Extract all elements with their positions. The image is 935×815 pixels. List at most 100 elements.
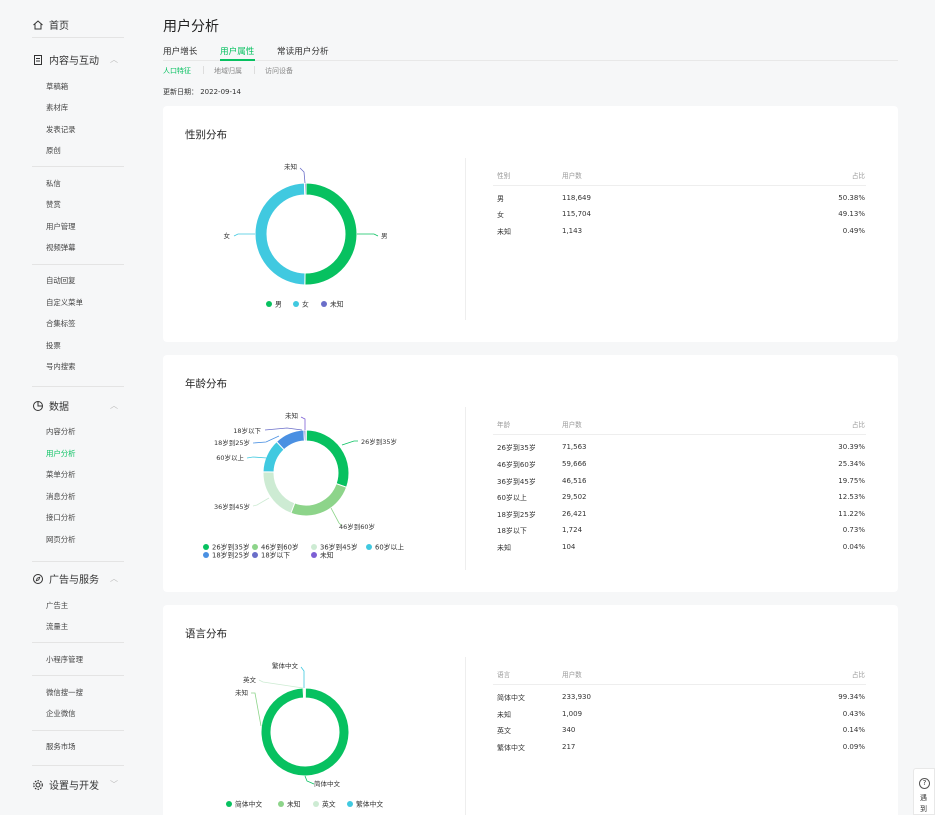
table-cell: 1,009 bbox=[562, 710, 583, 718]
active-tab-indicator bbox=[220, 59, 255, 61]
table-cell: 女 bbox=[497, 211, 504, 219]
nav-home[interactable]: 首页 bbox=[32, 17, 69, 32]
legend-label[interactable]: 女 bbox=[302, 300, 309, 309]
content-item[interactable]: 私信 bbox=[46, 179, 61, 188]
data-item[interactable]: 菜单分析 bbox=[46, 470, 76, 479]
card-title: 性别分布 bbox=[185, 129, 227, 141]
nav-settings-group[interactable]: 设置与开发 ﹀ bbox=[32, 777, 118, 792]
label-leader-line bbox=[246, 456, 268, 459]
legend-label[interactable]: 男 bbox=[275, 301, 282, 309]
divider bbox=[465, 158, 466, 320]
legend-marker bbox=[321, 301, 327, 307]
content-item[interactable]: 自动回复 bbox=[46, 276, 76, 285]
donut-slice[interactable] bbox=[303, 182, 307, 196]
table-cell: 46岁到60岁 bbox=[497, 461, 536, 469]
subtab-region[interactable]: 地域归属 bbox=[214, 67, 242, 75]
content-item[interactable]: 赞赏 bbox=[46, 200, 61, 209]
donut-slice[interactable] bbox=[304, 182, 358, 286]
legend-label[interactable]: 36岁到45岁 bbox=[320, 543, 358, 552]
table-header: 年龄 bbox=[497, 421, 511, 429]
legend-label[interactable]: 英文 bbox=[322, 800, 336, 809]
content-item[interactable]: 素材库 bbox=[46, 103, 69, 112]
legend-label[interactable]: 繁体中文 bbox=[356, 800, 383, 809]
content-item[interactable]: 号内搜索 bbox=[46, 362, 76, 371]
donut-slice[interactable] bbox=[275, 429, 305, 451]
legend-label[interactable]: 未知 bbox=[320, 551, 334, 560]
help-widget[interactable]: ? 遇到 bbox=[913, 768, 935, 815]
nav-ads-group[interactable]: 广告与服务 ︿ bbox=[32, 571, 118, 586]
nav-content-group[interactable]: 内容与互动 ︿ bbox=[32, 52, 118, 67]
slice-label: 18岁到25岁 bbox=[214, 438, 250, 447]
content-item[interactable]: 用户管理 bbox=[46, 222, 76, 231]
table-cell: 49.13% bbox=[838, 210, 865, 218]
label-leader-line bbox=[264, 427, 303, 431]
donut-slice[interactable] bbox=[305, 429, 350, 488]
table-cell: 50.38% bbox=[838, 194, 865, 202]
tab-user-growth[interactable]: 用户增长 bbox=[163, 47, 198, 57]
content-item[interactable]: 草稿箱 bbox=[46, 82, 69, 91]
table-cell: 217 bbox=[562, 743, 576, 751]
table-cell: 11.22% bbox=[838, 510, 865, 518]
data-item[interactable]: 内容分析 bbox=[46, 427, 76, 436]
ads-item[interactable]: 微信搜一搜 bbox=[46, 688, 83, 697]
ads-item[interactable]: 广告主 bbox=[46, 601, 69, 610]
tab-user-attributes[interactable]: 用户属性 bbox=[220, 47, 255, 57]
legend-label[interactable]: 26岁到35岁 bbox=[212, 543, 250, 552]
donut-slice[interactable] bbox=[304, 687, 306, 699]
table-header: 用户数 bbox=[562, 671, 582, 679]
slice-label: 18岁以下 bbox=[233, 426, 261, 435]
donut-slice[interactable] bbox=[290, 482, 348, 517]
legend-label[interactable]: 46岁到60岁 bbox=[261, 543, 299, 552]
legend-label[interactable]: 未知 bbox=[330, 300, 344, 309]
subtab-demographics[interactable]: 人口特征 bbox=[163, 67, 191, 75]
donut-slice[interactable] bbox=[254, 182, 306, 286]
legend-marker bbox=[311, 544, 317, 550]
legend-marker bbox=[203, 552, 209, 558]
table-cell: 19.75% bbox=[838, 477, 865, 485]
donut-slice[interactable] bbox=[305, 429, 307, 442]
table-cell: 英文 bbox=[497, 727, 511, 735]
donut-slice[interactable] bbox=[260, 687, 350, 777]
content-item[interactable]: 发表记录 bbox=[46, 125, 76, 134]
divider bbox=[32, 386, 124, 387]
data-item[interactable]: 接口分析 bbox=[46, 513, 76, 522]
subtab-device[interactable]: 访问设备 bbox=[265, 67, 293, 75]
ads-item[interactable]: 企业微信 bbox=[46, 709, 76, 718]
legend-label[interactable]: 60岁以上 bbox=[375, 543, 404, 552]
data-item[interactable]: 网页分析 bbox=[46, 535, 76, 544]
content-item[interactable]: 投票 bbox=[46, 341, 61, 350]
label-leader-line bbox=[252, 497, 270, 507]
ads-item[interactable]: 服务市场 bbox=[46, 742, 76, 751]
slice-label: 繁体中文 bbox=[272, 661, 299, 670]
divider bbox=[465, 657, 466, 815]
divider bbox=[32, 730, 124, 731]
content-item[interactable]: 视频弹幕 bbox=[46, 243, 76, 252]
content-item[interactable]: 原创 bbox=[46, 146, 61, 155]
age-card: 年龄分布 26岁到35岁 46岁到60岁 36岁到45岁 60岁以上 18岁到25岁 18… bbox=[163, 355, 898, 592]
label-leader-line bbox=[300, 416, 306, 430]
table-header: 用户数 bbox=[562, 421, 582, 429]
data-item[interactable]: 用户分析 bbox=[46, 449, 76, 458]
data-item[interactable]: 消息分析 bbox=[46, 492, 76, 501]
ads-item[interactable]: 流量主 bbox=[46, 622, 69, 631]
slice-label: 男 bbox=[381, 232, 388, 240]
tab-divider bbox=[163, 60, 898, 61]
legend-marker bbox=[226, 801, 232, 807]
legend-marker bbox=[293, 301, 299, 307]
table-header: 占比 bbox=[851, 671, 865, 679]
legend-label[interactable]: 18岁到25岁 bbox=[212, 551, 250, 560]
divider bbox=[465, 407, 466, 570]
legend-label[interactable]: 未知 bbox=[287, 800, 301, 809]
ads-item[interactable]: 小程序管理 bbox=[46, 655, 83, 664]
nav-data-group[interactable]: 数据 ︿ bbox=[32, 398, 118, 413]
tab-frequent-readers[interactable]: 常读用户分析 bbox=[277, 47, 329, 57]
table-cell: 0.49% bbox=[842, 227, 865, 235]
content-item[interactable]: 自定义菜单 bbox=[46, 298, 83, 307]
content-item[interactable]: 合集标签 bbox=[46, 319, 76, 328]
donut-slice[interactable] bbox=[262, 471, 296, 514]
age-donut-chart: 26岁到35岁46岁到60岁36岁到45岁60岁以上18岁到25岁18岁以下未知… bbox=[203, 411, 404, 560]
table-cell: 1,724 bbox=[562, 526, 583, 534]
legend-marker bbox=[313, 801, 319, 807]
legend-label[interactable]: 简体中文 bbox=[235, 800, 262, 809]
legend-label[interactable]: 18岁以下 bbox=[261, 551, 290, 560]
